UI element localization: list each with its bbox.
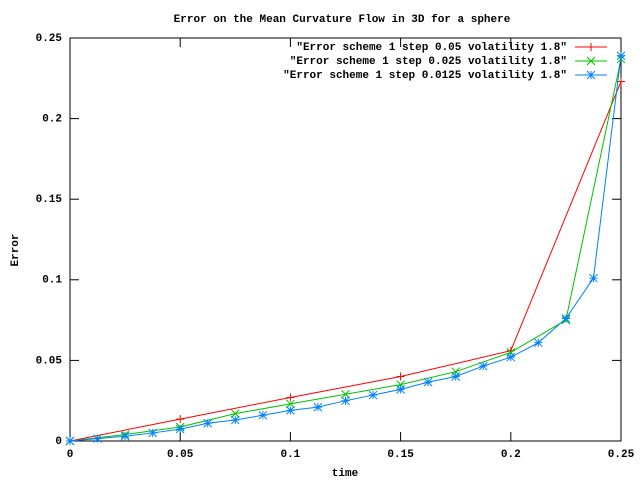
point-marker: [258, 410, 268, 420]
point-marker: [451, 372, 461, 381]
x-tick-label: 0.25: [608, 449, 635, 461]
point-marker: [341, 389, 350, 399]
point-marker: [175, 424, 185, 434]
legend-marker: [586, 56, 596, 66]
x-tick-label: 0.15: [387, 449, 414, 461]
y-tick-label: 0.2: [42, 114, 62, 126]
point-marker: [478, 361, 488, 371]
legend-marker: [586, 70, 596, 80]
y-tick-label: 0.25: [36, 33, 63, 45]
x-tick-label: 0: [67, 449, 74, 461]
point-marker: [368, 390, 378, 400]
legend-label: "Error scheme 1 step 0.05 volatility 1.8…: [296, 42, 567, 54]
y-tick-label: 0.15: [36, 194, 63, 206]
series-line: [69, 81, 622, 442]
point-marker: [120, 431, 130, 441]
point-marker: [341, 396, 350, 406]
x-tick-label: 0.05: [167, 449, 194, 461]
point-marker: [286, 393, 295, 402]
plot-border: [69, 37, 622, 442]
point-marker: [506, 352, 516, 362]
point-marker: [286, 406, 295, 415]
point-marker: [148, 428, 158, 438]
point-marker: [396, 372, 405, 381]
chart-title: Error on the Mean Curvature Flow in 3D f…: [174, 14, 511, 26]
point-marker: [616, 51, 626, 61]
point-marker: [230, 415, 240, 425]
y-tick-label: 0.05: [36, 355, 63, 367]
x-axis-label: time: [332, 468, 359, 480]
point-marker: [423, 377, 433, 387]
point-marker: [589, 273, 598, 283]
y-tick-label: 0: [55, 436, 62, 448]
point-marker: [396, 385, 405, 394]
y-tick-label: 0.1: [42, 275, 62, 287]
point-marker: [65, 436, 75, 446]
point-marker: [93, 434, 102, 443]
point-marker: [176, 415, 185, 424]
legend-marker: [587, 43, 595, 51]
point-marker: [230, 409, 240, 418]
point-marker: [313, 402, 323, 412]
point-marker: [617, 77, 625, 86]
point-marker: [286, 399, 295, 409]
point-marker: [203, 418, 213, 428]
y-axis-label: Error: [10, 233, 22, 266]
x-tick-label: 0.2: [501, 449, 521, 461]
point-marker: [533, 338, 543, 348]
point-marker: [561, 314, 571, 323]
legend-label: "Error scheme 1 step 0.0125 volatility 1…: [283, 70, 567, 82]
legend-label: "Error scheme 1 step 0.025 volatility 1.…: [290, 56, 567, 68]
x-tick-label: 0.1: [280, 449, 300, 461]
